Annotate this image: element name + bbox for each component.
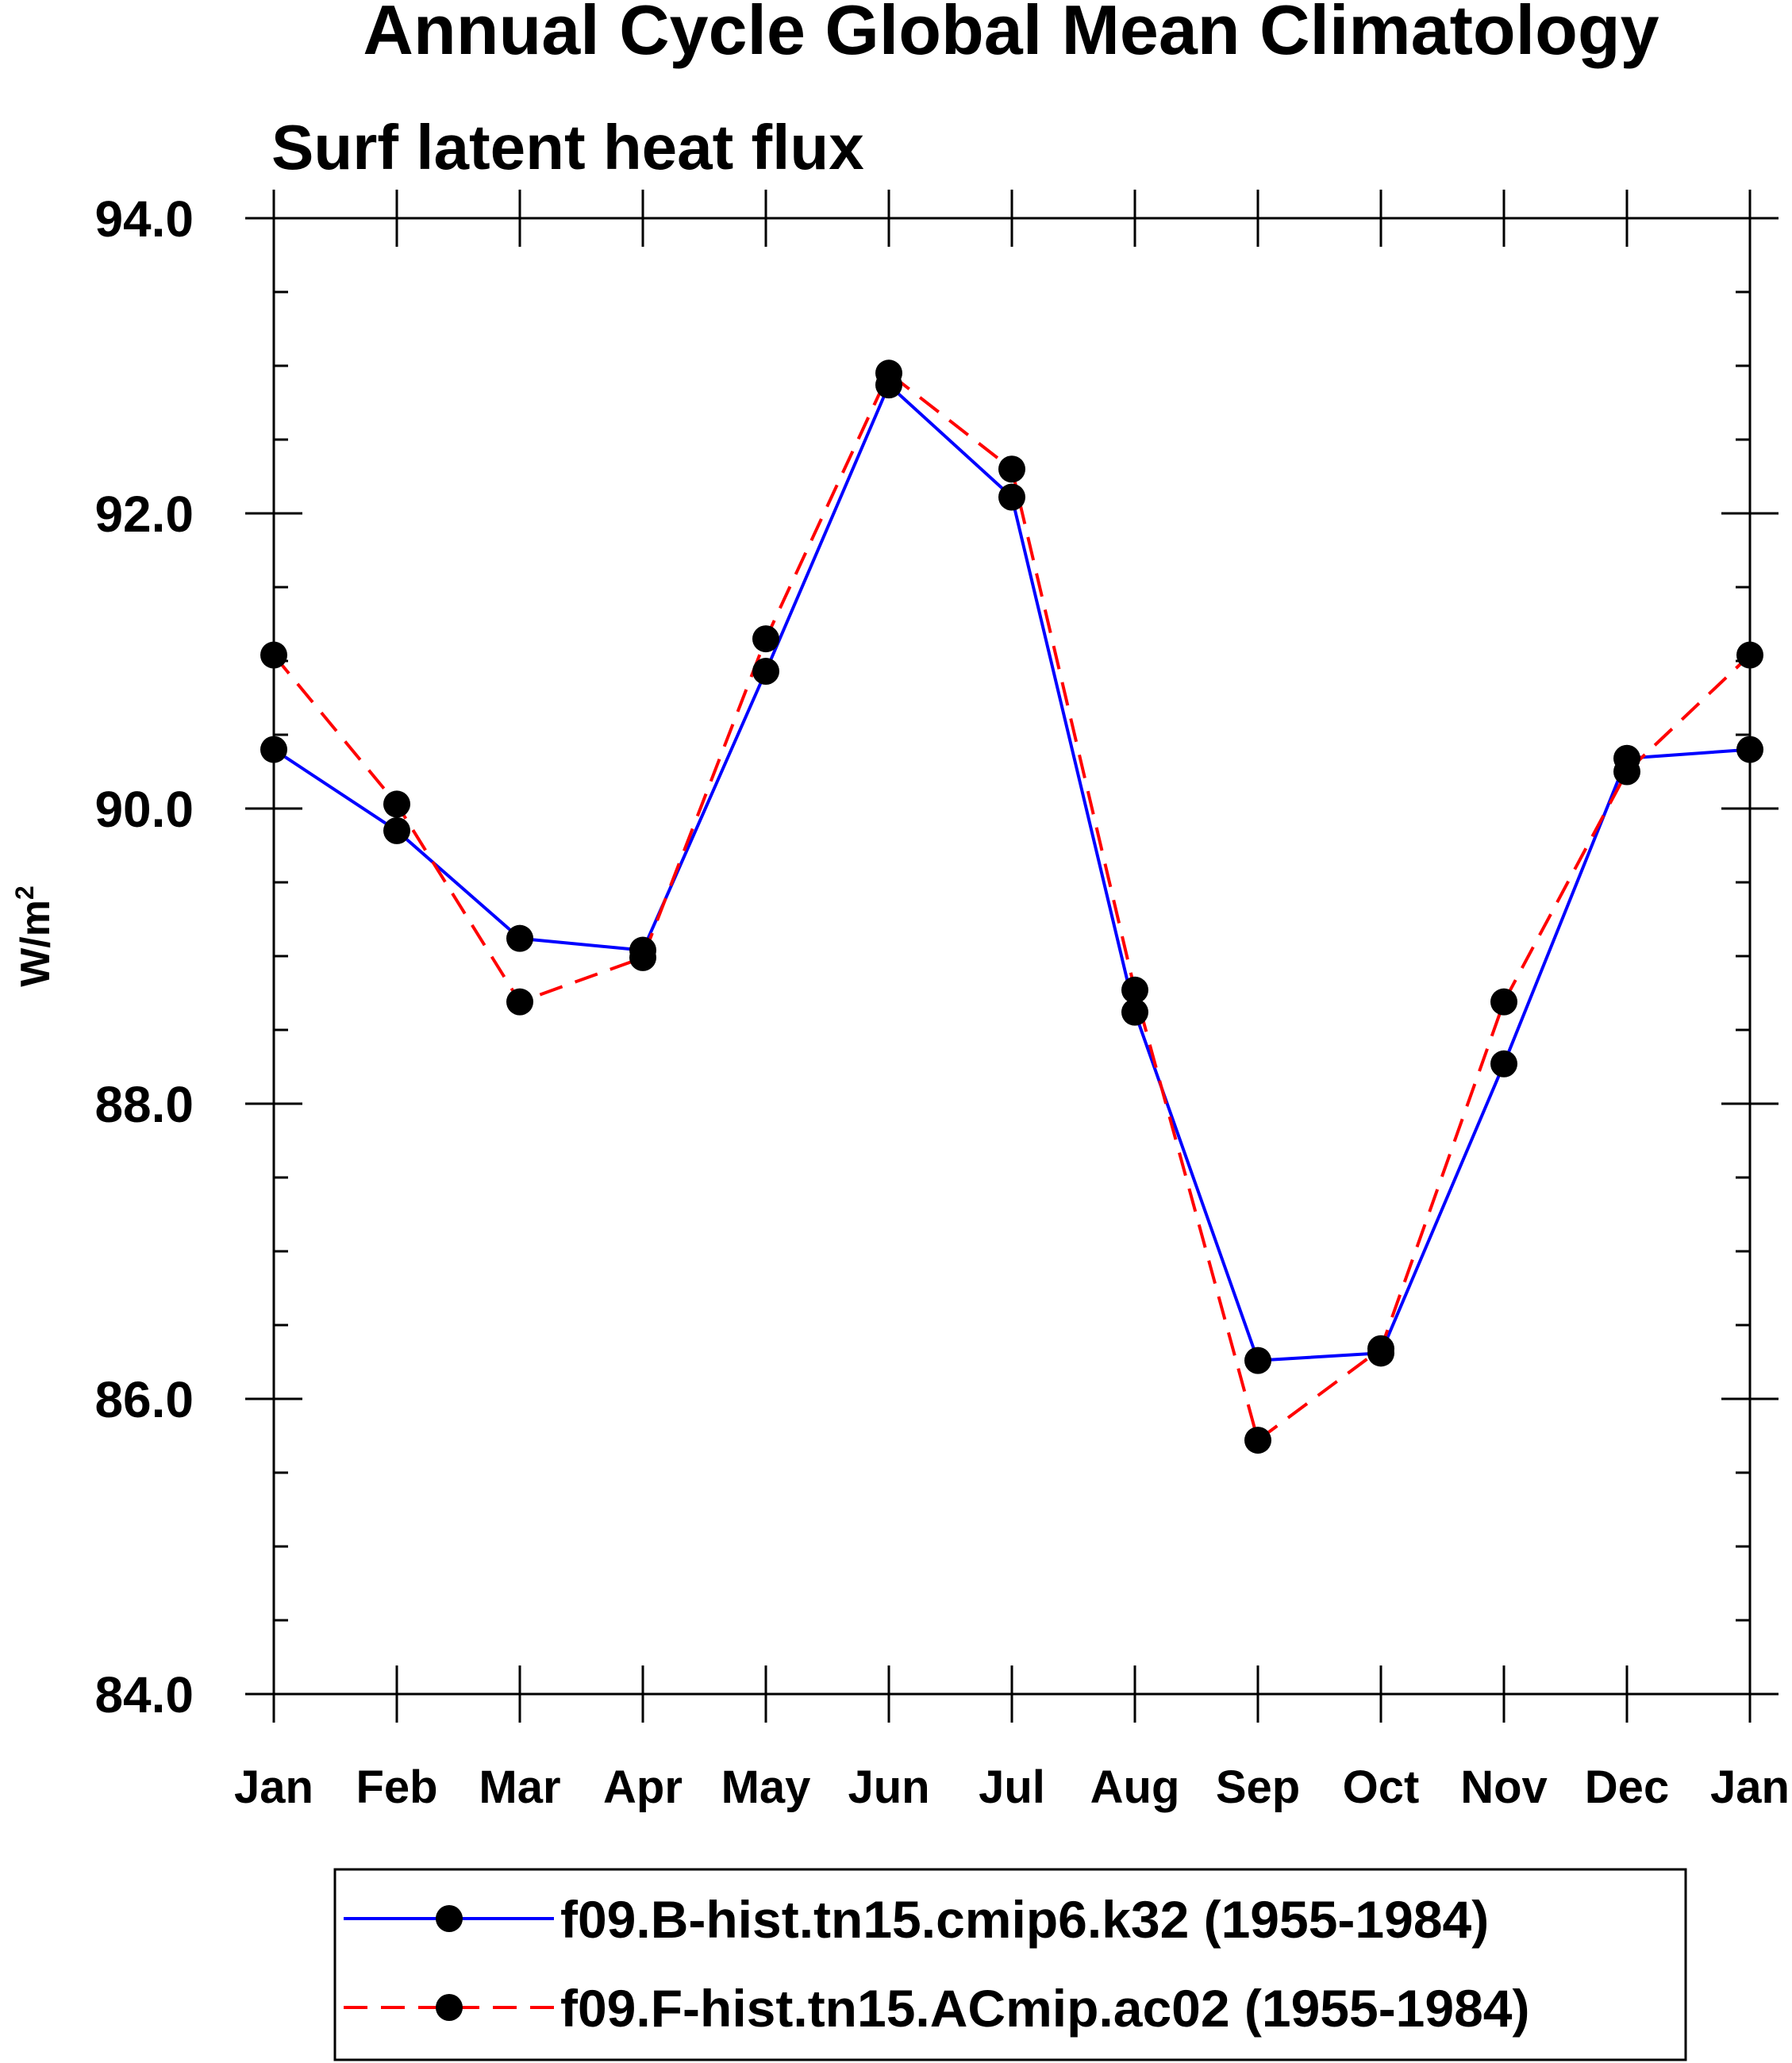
series-2-point [1613,758,1640,786]
series-2-point [1244,1427,1271,1454]
y-tick-label: 90.0 [94,781,194,838]
x-tick-label: Nov [1460,1761,1548,1813]
legend-label-series-1: f09.B-hist.tn15.cmip6.k32 (1955-1984) [560,1890,1489,1949]
plot-frame [272,217,1752,1696]
chart-title: Annual Cycle Global Mean Climatology [363,0,1659,69]
legend-label-series-2: f09.F-hist.tn15.ACmip.ac02 (1955-1984) [560,1979,1529,2038]
x-tick-label: Oct [1343,1761,1420,1813]
y-tick-label: 94.0 [94,190,194,248]
x-tick-label: Jan [234,1761,313,1813]
series-1-point [383,816,410,844]
series-1-point [506,924,533,952]
x-tick-label: Feb [356,1761,437,1813]
series-line-1 [272,383,1751,1362]
series-2-point [998,455,1025,483]
x-tick-label: Aug [1090,1761,1180,1813]
x-tick-label: Jul [979,1761,1045,1813]
y-tick-label: 84.0 [94,1666,194,1723]
x-tick-label: May [721,1761,811,1813]
y-tick-label: 86.0 [94,1371,194,1428]
x-tick-label: Mar [479,1761,560,1813]
y-tick-label: 88.0 [94,1076,194,1133]
legend: f09.B-hist.tn15.cmip6.k32 (1955-1984) f0… [333,1868,1687,2061]
series-2-point [383,790,410,818]
legend-marker-series-1 [436,1905,463,1932]
series-2-point [1121,976,1148,1004]
x-tick-label: Dec [1585,1761,1669,1813]
y-tick-labels: 84.0 86.0 88.0 90.0 92.0 94.0 [94,190,194,1723]
x-tick-labels: Jan Feb Mar Apr May Jun Jul Aug Sep Oct Nov Dec Jan [234,1761,1790,1813]
y-axis-label-text: W/m [13,900,59,987]
series-1-point [752,658,779,686]
series-1-point [998,483,1025,511]
legend-marker-series-2 [436,1994,463,2021]
series-2-point [1367,1335,1394,1362]
series-layer [260,359,1763,1454]
x-tick-label: Jan [1710,1761,1790,1813]
legend-box [333,1868,1687,2061]
y-axis-label-superscript: 2 [10,886,39,900]
series-1-point [1244,1347,1271,1374]
x-tick-label: Jun [848,1761,929,1813]
series-1-point [1121,998,1148,1026]
chart-subtitle: Surf latent heat flux [271,112,864,182]
series-2-point [1490,988,1517,1016]
series-2-point [875,359,902,387]
series-2-point [506,988,533,1016]
series-line-2 [272,371,1752,1443]
y-tick-label: 92.0 [94,486,194,543]
series-2-point [752,625,779,653]
x-tick-label: Apr [603,1761,683,1813]
x-tick-label: Sep [1216,1761,1300,1813]
series-2-point [629,943,656,971]
series-1-point [1490,1050,1517,1078]
y-axis-label: W/m2 [10,886,59,987]
